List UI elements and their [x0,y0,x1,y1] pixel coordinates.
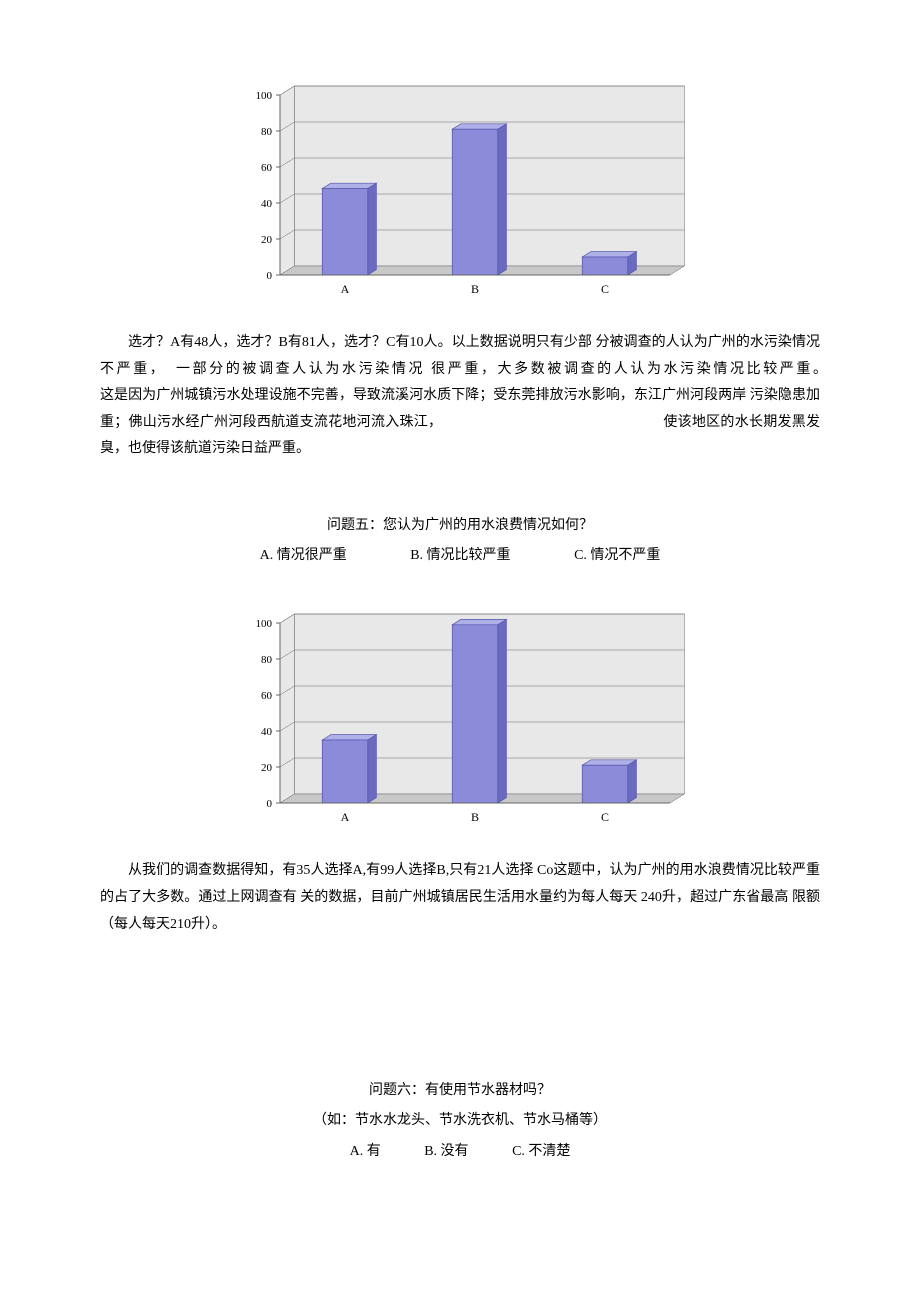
q5-option-a: A. 情况很严重 [260,543,347,568]
question-5-options: A. 情况很严重 B. 情况比较严重 C. 情况不严重 [60,543,860,568]
svg-text:B: B [471,282,479,296]
svg-text:60: 60 [261,162,273,174]
svg-text:20: 20 [261,762,273,774]
question-6-subtitle: （如：节水水龙头、节水洗衣机、节水马桶等） [60,1108,860,1133]
svg-text:B: B [471,810,479,824]
paragraph-1: 选才？A有48人，选才？B有81人，选才？C有10人。以上数据说明只有少部 分被… [100,330,820,463]
svg-text:20: 20 [261,234,273,246]
svg-text:60: 60 [261,690,273,702]
svg-text:C: C [601,282,609,296]
chart-1: 0 20 40 60 80 100 A B C [230,80,690,310]
svg-text:A: A [341,282,350,296]
svg-text:A: A [341,810,350,824]
svg-text:80: 80 [261,654,273,666]
svg-text:40: 40 [261,726,273,738]
question-6-options: A. 有 B. 没有 C. 不清楚 [60,1139,860,1164]
chart-2: 0 20 40 60 80 100 A B C [230,608,690,838]
question-6-title: 问题六：有使用节水器材吗？ [60,1078,860,1103]
q5-option-c: C. 情况不严重 [574,543,660,568]
q5-option-b: B. 情况比较严重 [410,543,510,568]
svg-text:100: 100 [256,90,273,102]
q6-option-a: A. 有 [350,1139,381,1164]
svg-text:80: 80 [261,126,273,138]
svg-text:100: 100 [256,618,273,630]
svg-text:40: 40 [261,198,273,210]
chart-1-svg: 0 20 40 60 80 100 A B C [230,80,690,310]
question-5-title: 问题五：您认为广州的用水浪费情况如何？ [60,513,860,538]
svg-text:0: 0 [267,798,273,810]
q6-option-b: B. 没有 [424,1139,468,1164]
chart-2-svg: 0 20 40 60 80 100 A B C [230,608,690,838]
svg-text:0: 0 [267,270,273,282]
q6-option-c: C. 不清楚 [512,1139,570,1164]
svg-text:C: C [601,810,609,824]
paragraph-2: 从我们的调查数据得知，有35人选择A,有99人选择B,只有21人选择 Co这题中… [100,858,820,938]
